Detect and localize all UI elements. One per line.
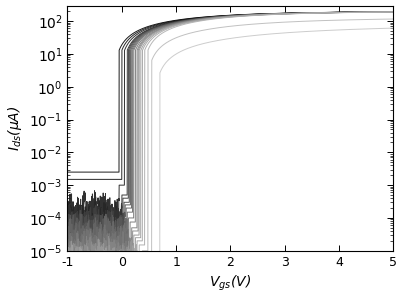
X-axis label: $V_{gs}$(V): $V_{gs}$(V) <box>210 274 251 293</box>
Y-axis label: $I_{ds}$(μA): $I_{ds}$(μA) <box>6 106 23 151</box>
